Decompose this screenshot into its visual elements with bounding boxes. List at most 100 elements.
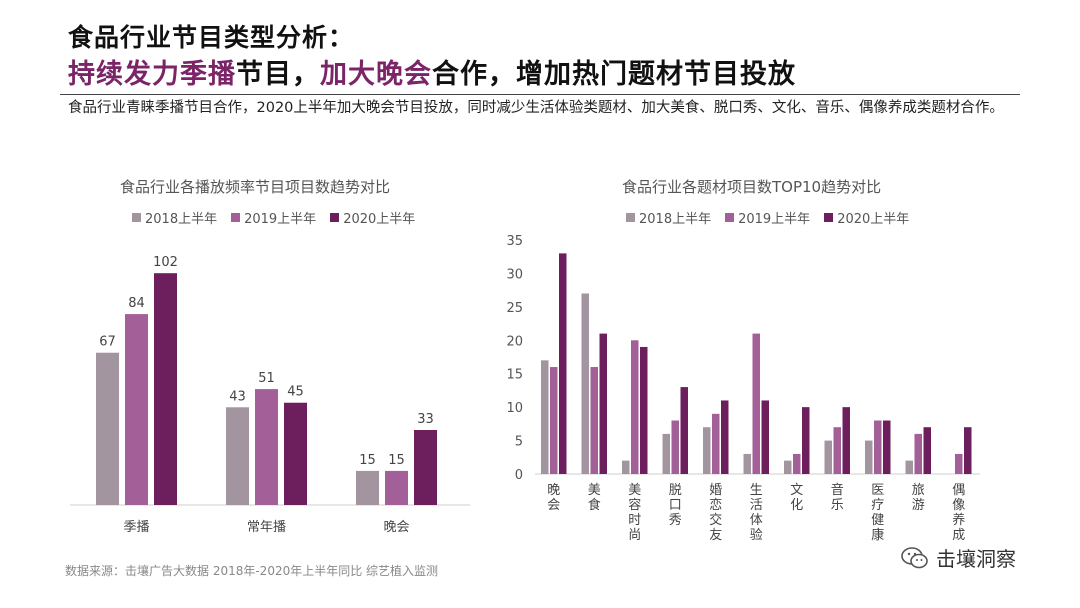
x-tick-label: 尚 [628,528,641,543]
bar [356,470,379,505]
x-tick-label: 秀 [669,513,682,528]
data-label: 43 [229,389,246,404]
x-tick-label: 婚 [709,483,722,498]
page-subtitle: 持续发力季播节目，加大晚会合作，增加热门题材节目投放 [68,52,796,91]
y-tick-label: 0 [515,468,523,483]
x-tick-label: 音 [831,482,844,498]
bar [874,420,882,474]
watermark: 击壤洞察 [900,543,1016,572]
bar [622,460,630,474]
x-tick-label: 晚 [547,483,560,498]
x-tick-label: 季播 [123,520,149,535]
bar [865,440,873,474]
bar [680,387,688,474]
y-tick-label: 10 [506,401,523,416]
y-tick-label: 35 [506,234,523,249]
bar [923,427,931,474]
bar [154,273,177,505]
subtitle-text-1: 节目， [236,59,320,90]
data-label: 102 [153,255,178,270]
bar [712,413,720,474]
data-label: 33 [417,412,434,427]
x-tick-label: 康 [871,527,884,543]
x-tick-label: 疗 [871,498,884,513]
bar [662,433,670,474]
x-tick-label: 会 [547,498,560,513]
x-tick-label: 游 [912,498,925,513]
legend-swatch-2018 [626,213,635,222]
x-tick-label: 脱 [669,483,682,498]
legend-swatch-2019 [725,213,735,222]
data-source: 数据来源：击壤广告大数据 2018年-2020年上半年同比 综艺植入监测 [65,564,439,578]
subtitle-highlight-2: 加大晚会 [320,59,432,90]
legend-swatch-2019 [231,213,241,222]
description: 食品行业青睐季播节目合作，2020上半年加大晚会节目投放，同时减少生活体验类题材… [68,100,1004,116]
page-title: 食品行业节目类型分析： [68,23,355,52]
bar [761,400,769,474]
x-tick-label: 化 [790,498,803,513]
y-tick-label: 25 [506,301,523,316]
bar [96,352,119,505]
legend-item-2018: 2018上半年 [626,208,711,227]
legend-label-2018: 2018上半年 [639,212,712,227]
legend-item-2019: 2019上半年 [231,208,316,227]
wechat-icon [901,546,928,568]
bar [671,420,679,474]
x-tick-label: 恋 [709,497,722,513]
y-tick-label: 15 [506,368,523,383]
bar [833,427,841,474]
x-tick-label: 养 [952,512,965,528]
bar [824,440,832,474]
legend-item-2020: 2020上半年 [824,208,909,227]
x-tick-label: 医 [871,483,884,498]
x-tick-label: 食 [588,497,601,513]
x-tick-label: 体 [750,513,763,528]
bar [226,407,249,505]
x-tick-label: 美 [628,483,641,498]
x-tick-label: 口 [669,498,682,513]
bar [284,402,307,505]
bar [599,333,607,474]
data-label: 15 [359,453,376,468]
bar [883,420,891,474]
left-chart-title: 食品行业各播放频率节目项目数趋势对比 [120,178,391,196]
bar [955,453,963,474]
subtitle-text-2: 合作，增加热门题材节目投放 [432,59,796,90]
legend-label-2019: 2019上半年 [738,212,811,227]
legend-item-2019: 2019上半年 [725,208,810,227]
bar [752,333,760,474]
right-chart-legend: 2018上半年 2019上半年 2020上半年 [626,208,909,227]
x-tick-label: 友 [709,527,722,543]
legend-item-2018: 2018上半年 [132,208,217,227]
bar [640,346,648,474]
x-tick-label: 乐 [831,498,844,513]
right-bar-chart: 05101520253035晚会美食美容时尚脱口秀婚恋交友生活体验文化音乐医疗健… [506,234,980,543]
bar [842,407,850,474]
legend-swatch-2020 [824,213,834,222]
bar [793,453,801,474]
bar [964,427,972,474]
x-tick-label: 像 [952,498,965,513]
x-tick-label: 旅 [912,483,925,498]
watermark-text: 击壤洞察 [936,547,1016,571]
bar [559,253,567,474]
bar [550,367,558,474]
x-tick-label: 成 [952,528,965,543]
legend-label-2020: 2020上半年 [837,212,910,227]
legend-label-2019: 2019上半年 [244,212,317,227]
bar [802,407,810,474]
x-tick-label: 常年播 [247,520,286,535]
x-tick-label: 生 [750,483,763,498]
x-tick-label: 美 [588,483,601,498]
legend-label-2018: 2018上半年 [145,212,218,227]
data-label: 84 [128,296,145,311]
legend-label-2020: 2020上半年 [343,212,416,227]
legend-swatch-2020 [330,213,340,222]
bar [743,453,751,474]
bar [255,389,278,505]
data-label: 45 [287,385,304,400]
data-label: 15 [388,453,405,468]
x-tick-label: 容 [628,497,641,513]
x-tick-label: 文 [790,483,803,498]
bar [905,460,913,474]
